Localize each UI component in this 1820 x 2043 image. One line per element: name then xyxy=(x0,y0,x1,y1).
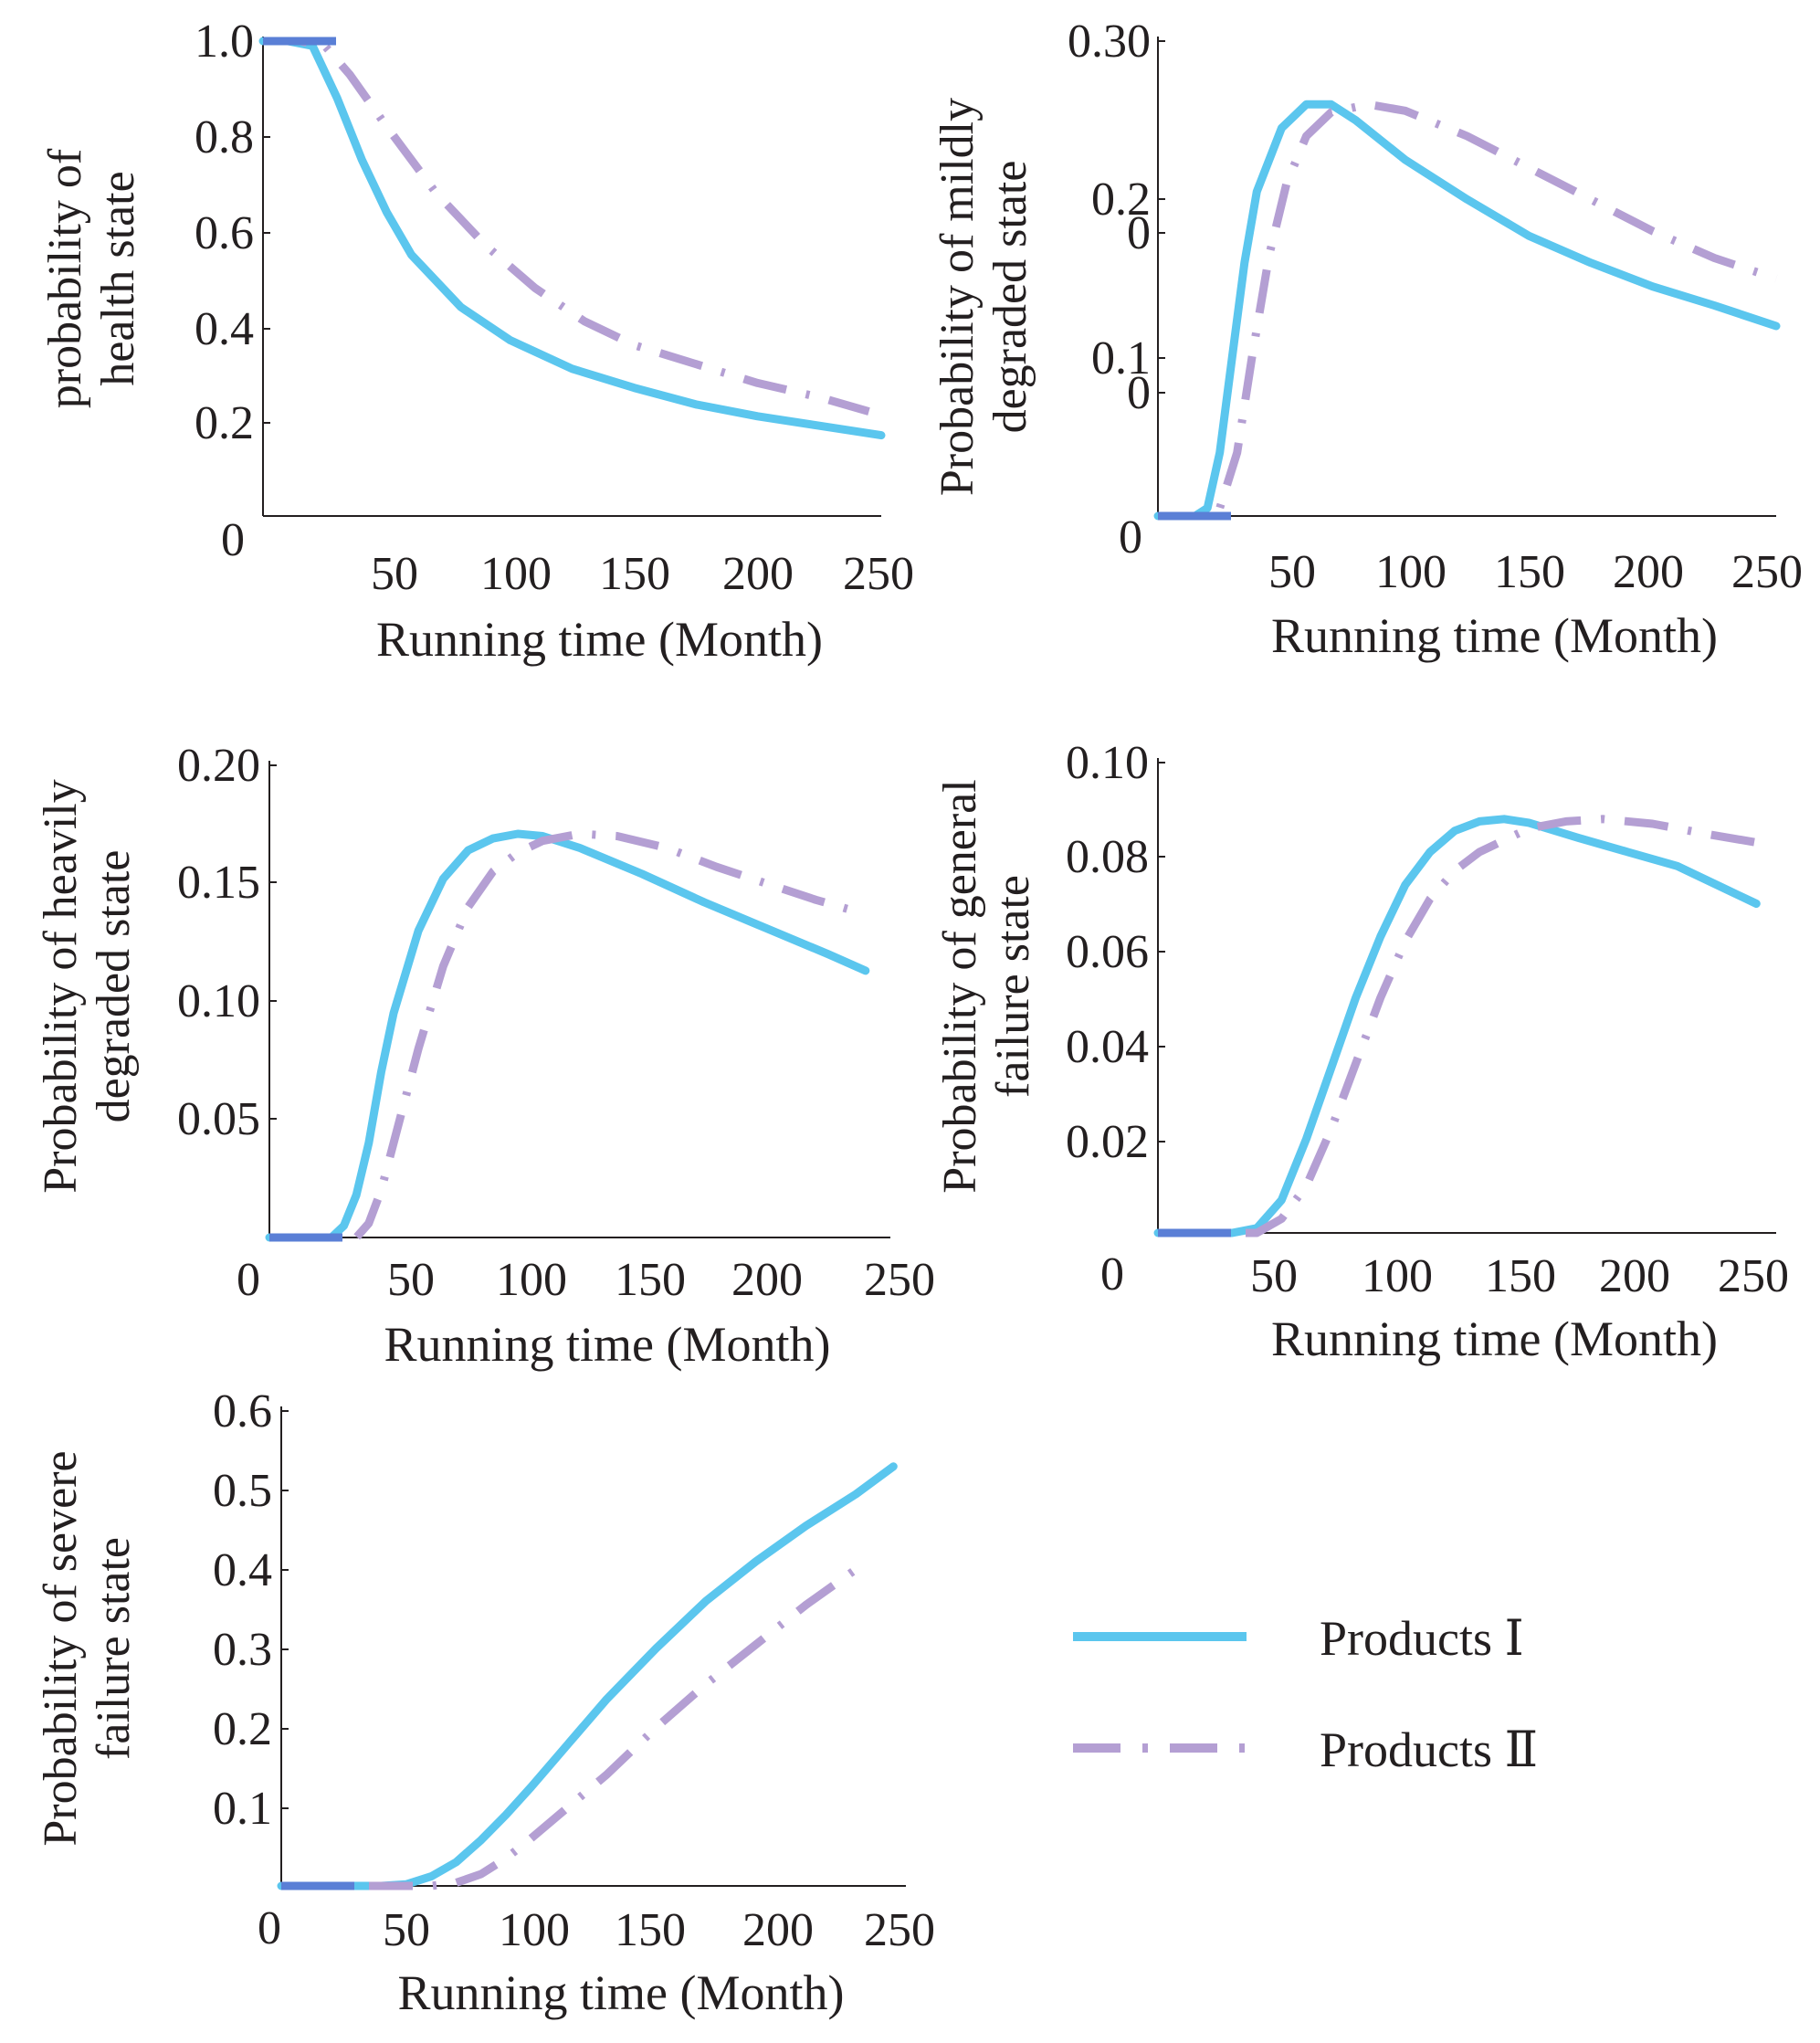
x-tick-label: 100 xyxy=(1375,546,1447,598)
chart-panel-5: 0.6 0.5 0.4 0.3 0.2 0.1 50 100 150 200 250 0 Running… xyxy=(35,1385,935,2020)
x-axis-label: Running time (Month) xyxy=(1271,1311,1718,1366)
y-tick-label: 0.1 xyxy=(1091,332,1151,384)
x-tick-label: 150 xyxy=(1494,546,1565,598)
x-tick-label: 100 xyxy=(1362,1250,1433,1302)
y-tick-label: 0.20 xyxy=(177,740,260,792)
x-tick-label: 150 xyxy=(615,1904,686,1956)
y-tick-label: 0.1 xyxy=(213,1783,272,1835)
y-tick-label: 0.2 xyxy=(1091,174,1151,226)
y-axis-label-line: failure state xyxy=(987,875,1039,1098)
y-tick-label: 0.02 xyxy=(1066,1116,1149,1168)
y-tick-label: 0.10 xyxy=(177,975,260,1027)
y-tick-label: 0 xyxy=(1127,207,1151,259)
y-tick-label: 0.10 xyxy=(1066,737,1149,789)
chart-panel-3: 0.20 0.15 0.10 0.05 50 100 150 200 250 0 Running t… xyxy=(35,740,935,1372)
x-tick-label: 250 xyxy=(1731,546,1803,598)
x-tick-label: 50 xyxy=(387,1254,435,1306)
x-tick-label: 50 xyxy=(371,548,418,600)
legend-label-products-1: Products Ⅰ xyxy=(1320,1611,1524,1666)
y-tick-label: 0.6 xyxy=(195,207,254,259)
y-tick-label: 0.30 xyxy=(1068,16,1151,68)
y-axis-label: Probability of mildlydegraded state xyxy=(931,98,1036,496)
y-tick-label: 0 xyxy=(1127,367,1151,419)
origin-label: 0 xyxy=(1119,511,1142,563)
series-line-products-1 xyxy=(258,37,886,440)
x-tick-label: 100 xyxy=(496,1254,567,1306)
y-axis-label-line: failure state xyxy=(88,1537,140,1760)
origin-label: 0 xyxy=(258,1902,281,1954)
y-tick-label: 0.15 xyxy=(177,857,260,909)
y-axis-label-line: health state xyxy=(92,171,144,385)
series-line-products-2 xyxy=(1158,815,1758,1237)
origin-label: 0 xyxy=(1100,1248,1124,1301)
x-axis-label: Running time (Month) xyxy=(1271,608,1718,663)
x-axis-label: Running time (Month) xyxy=(398,1965,845,2020)
legend: Products Ⅰ Products Ⅱ xyxy=(1073,1611,1538,1777)
y-tick-label: 0.2 xyxy=(213,1703,272,1755)
y-tick-label: 0.08 xyxy=(1066,831,1149,883)
y-axis-label-line: degraded state xyxy=(88,850,140,1123)
series-line-products-2 xyxy=(281,1565,858,1890)
series-line-products-2 xyxy=(269,829,868,1242)
x-tick-label: 150 xyxy=(599,548,670,600)
y-tick-label: 0.06 xyxy=(1066,926,1149,978)
chart-panel-4: 0.10 0.08 0.06 0.04 0.02 50 100 150 200 250 0 Runni… xyxy=(934,737,1789,1366)
series-line-products-1 xyxy=(1153,815,1761,1237)
y-axis-label-line: probability of xyxy=(39,148,91,408)
x-tick-label: 150 xyxy=(615,1254,686,1306)
y-tick-label: 0.5 xyxy=(213,1465,272,1517)
x-tick-label: 250 xyxy=(1718,1250,1789,1302)
x-tick-label: 200 xyxy=(731,1254,803,1306)
y-axis-label: Probability of heavilydegraded state xyxy=(35,779,140,1193)
origin-label: 0 xyxy=(237,1254,260,1306)
x-tick-label: 50 xyxy=(383,1904,430,1956)
y-axis-label: Probability of severefailure state xyxy=(35,1450,140,1846)
y-tick-label: 0.6 xyxy=(213,1385,272,1437)
y-tick-label: 0.2 xyxy=(195,397,254,449)
series-line-products-1 xyxy=(277,1462,898,1890)
origin-label: 0 xyxy=(221,514,245,566)
y-axis-label: Probability of generalfailure state xyxy=(934,779,1039,1193)
x-tick-label: 200 xyxy=(742,1904,814,1956)
legend-label-products-2: Products Ⅱ xyxy=(1320,1722,1538,1777)
y-tick-label: 0.04 xyxy=(1066,1021,1149,1073)
y-axis-label: probability ofhealth state xyxy=(39,148,144,408)
y-tick-label: 0.05 xyxy=(177,1093,260,1145)
y-tick-label: 1.0 xyxy=(195,16,254,68)
series-line-products-2 xyxy=(263,37,870,416)
x-tick-label: 200 xyxy=(722,548,794,600)
series-line-products-2 xyxy=(1158,100,1778,521)
chart-panel-1: 1.0 0.8 0.6 0.4 0.2 50 100 150 200 250 0 Running ti… xyxy=(39,16,914,667)
series-line-products-1 xyxy=(265,829,870,1242)
y-axis-label-line: Probability of heavily xyxy=(35,779,87,1193)
y-axis-label-line: Probability of general xyxy=(934,779,986,1193)
x-tick-label: 50 xyxy=(1250,1250,1298,1302)
x-tick-label: 200 xyxy=(1613,546,1684,598)
x-tick-label: 250 xyxy=(864,1904,935,1956)
x-tick-label: 250 xyxy=(864,1254,935,1306)
y-tick-label: 0.3 xyxy=(213,1624,272,1676)
y-tick-label: 0.8 xyxy=(195,111,254,163)
x-tick-label: 50 xyxy=(1268,546,1316,598)
y-axis-label-line: Probability of severe xyxy=(35,1450,87,1846)
x-tick-label: 200 xyxy=(1599,1250,1670,1302)
series-line-products-1 xyxy=(1153,100,1781,521)
y-axis-label-line: degraded state xyxy=(984,161,1036,434)
y-tick-label: 0.4 xyxy=(213,1544,272,1596)
x-tick-label: 150 xyxy=(1485,1250,1556,1302)
x-axis-label: Running time (Month) xyxy=(376,612,823,667)
x-tick-label: 250 xyxy=(843,548,914,600)
y-axis-label-line: Probability of mildly xyxy=(931,98,984,496)
y-tick-label: 0.4 xyxy=(195,303,254,355)
x-tick-label: 100 xyxy=(480,548,552,600)
x-axis-label: Running time (Month) xyxy=(384,1317,831,1372)
x-tick-label: 100 xyxy=(499,1904,570,1956)
